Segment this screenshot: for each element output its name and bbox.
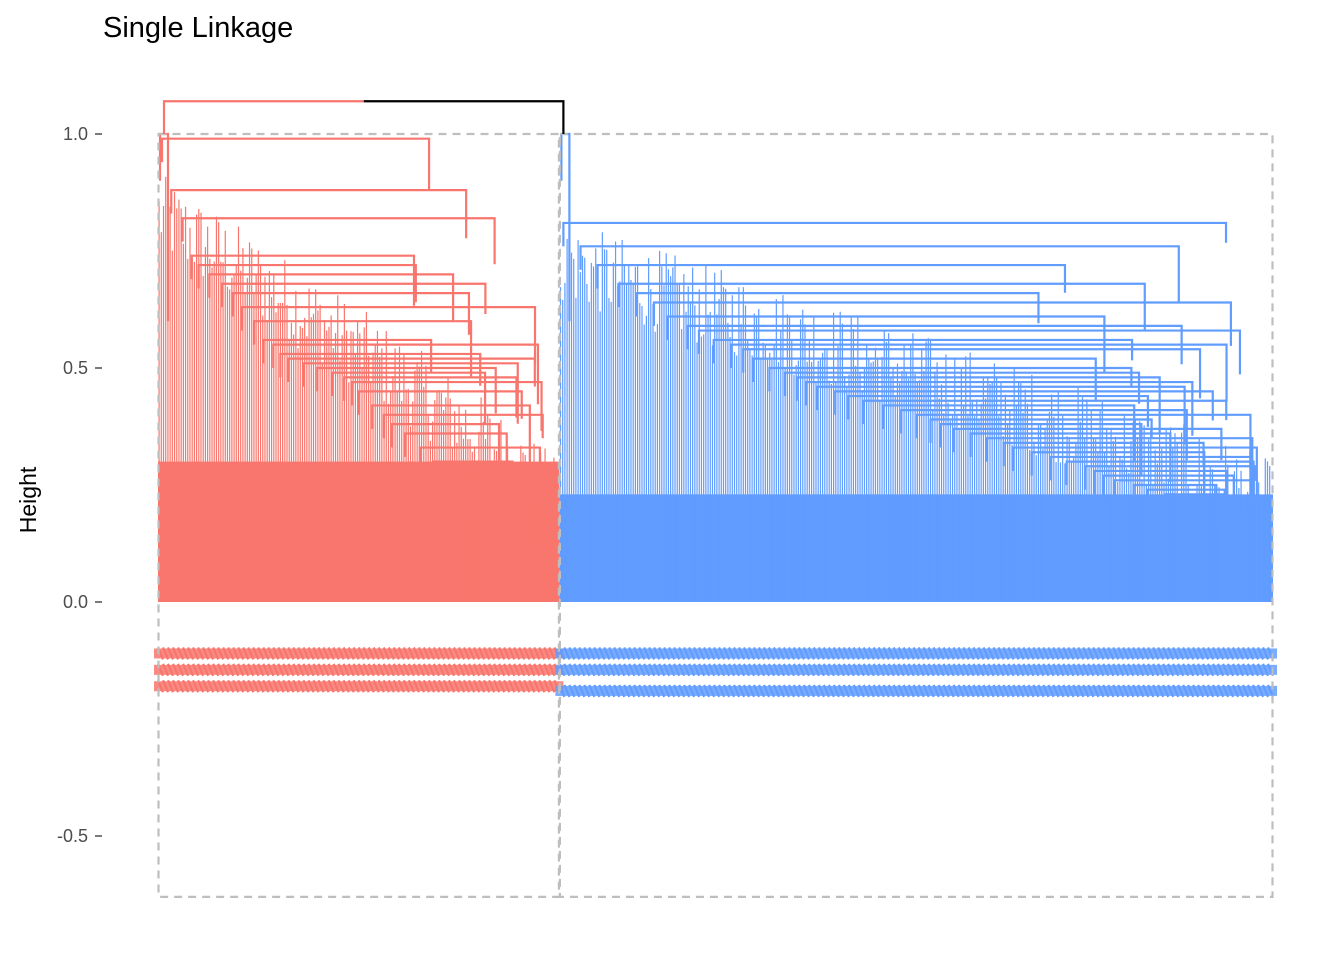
merge-link xyxy=(596,263,1067,293)
merge-link xyxy=(343,376,518,418)
merge-link xyxy=(350,380,543,431)
y-axis-title: Height xyxy=(15,466,41,533)
leaf-label-band xyxy=(555,664,1277,675)
merge-link xyxy=(805,380,1194,436)
cluster-box-2 xyxy=(558,132,1274,898)
leaf-label-row xyxy=(555,663,1277,677)
merge-link xyxy=(1113,479,1254,508)
merge-link xyxy=(635,292,1040,324)
merge-link xyxy=(302,362,519,424)
leaf-label-row xyxy=(154,679,564,693)
merge-link xyxy=(1102,474,1235,501)
merge-link xyxy=(220,282,487,314)
merge-link xyxy=(190,254,416,306)
merge-link xyxy=(208,273,455,322)
merge-link xyxy=(795,376,1161,435)
merge-link xyxy=(939,423,1143,476)
merge-link xyxy=(742,348,1202,399)
leaf-label-band xyxy=(154,664,564,675)
y-axis: 1.0 0.5 0.0 -0.5 xyxy=(57,124,102,846)
cluster-branches xyxy=(158,132,1273,602)
merge-link xyxy=(463,488,537,527)
merge-link xyxy=(915,413,1252,471)
merge-link xyxy=(279,352,482,386)
merge-link xyxy=(470,497,533,543)
leaf-label-band xyxy=(154,648,564,659)
y-tick-label: 1.0 xyxy=(63,124,88,144)
leaf-label-band xyxy=(555,648,1277,659)
merge-link xyxy=(900,409,1188,461)
y-tick-label: 0.0 xyxy=(63,592,88,612)
merge-link xyxy=(751,357,1097,400)
merge-link xyxy=(240,306,537,365)
chart-title: Single Linkage xyxy=(103,12,294,44)
merge-link xyxy=(652,301,1233,346)
merge-link xyxy=(331,371,487,424)
leaf-label-row xyxy=(555,684,1277,698)
merge-link xyxy=(272,343,540,405)
merge-link xyxy=(952,427,1223,461)
leaf-label-row xyxy=(555,647,1277,660)
merge-link xyxy=(453,479,518,506)
merge-link xyxy=(170,189,468,239)
merge-link xyxy=(431,460,514,515)
leaf-labels xyxy=(154,647,1277,698)
merge-link xyxy=(768,366,1133,392)
merge-link xyxy=(181,217,496,265)
merge-link xyxy=(562,221,1228,247)
merge-link xyxy=(287,357,536,387)
merge-link xyxy=(617,282,1146,331)
cluster-rectangles xyxy=(157,132,1274,898)
merge-link xyxy=(861,399,1228,425)
merge-link xyxy=(1083,465,1257,490)
root-left-half xyxy=(162,100,364,134)
merge-link xyxy=(1093,469,1228,509)
root-right-half xyxy=(363,100,565,134)
leaf-label-band xyxy=(154,681,564,692)
leaf-label-row xyxy=(154,647,564,660)
merge-link xyxy=(231,292,471,335)
cluster-box-1 xyxy=(157,132,560,898)
merge-link xyxy=(985,437,1254,463)
root-branch xyxy=(162,100,565,134)
leaf-mass xyxy=(559,494,1273,602)
merge-link xyxy=(834,390,1214,421)
merge-link xyxy=(1065,460,1255,508)
leaf-label-band xyxy=(555,685,1277,696)
merge-link xyxy=(390,423,501,481)
y-tick-label: -0.5 xyxy=(57,826,88,846)
merge-link xyxy=(1164,493,1227,519)
merge-link xyxy=(783,371,1141,404)
leaf-label-row xyxy=(154,663,564,677)
merge-link xyxy=(729,343,1228,402)
merge-link xyxy=(445,469,545,496)
merge-link xyxy=(847,394,1149,427)
merge-link xyxy=(160,137,431,192)
merge-link xyxy=(1011,446,1258,496)
merge-link xyxy=(371,404,531,464)
merge-link xyxy=(579,245,1180,302)
cluster-1 xyxy=(158,132,560,602)
cluster-2 xyxy=(559,132,1273,602)
merge-link xyxy=(697,329,1242,375)
merge-link xyxy=(262,338,433,373)
merge-link xyxy=(252,320,473,377)
merge-link xyxy=(1132,483,1218,524)
merge-link xyxy=(382,413,544,439)
y-tick-label: 0.5 xyxy=(63,358,88,378)
